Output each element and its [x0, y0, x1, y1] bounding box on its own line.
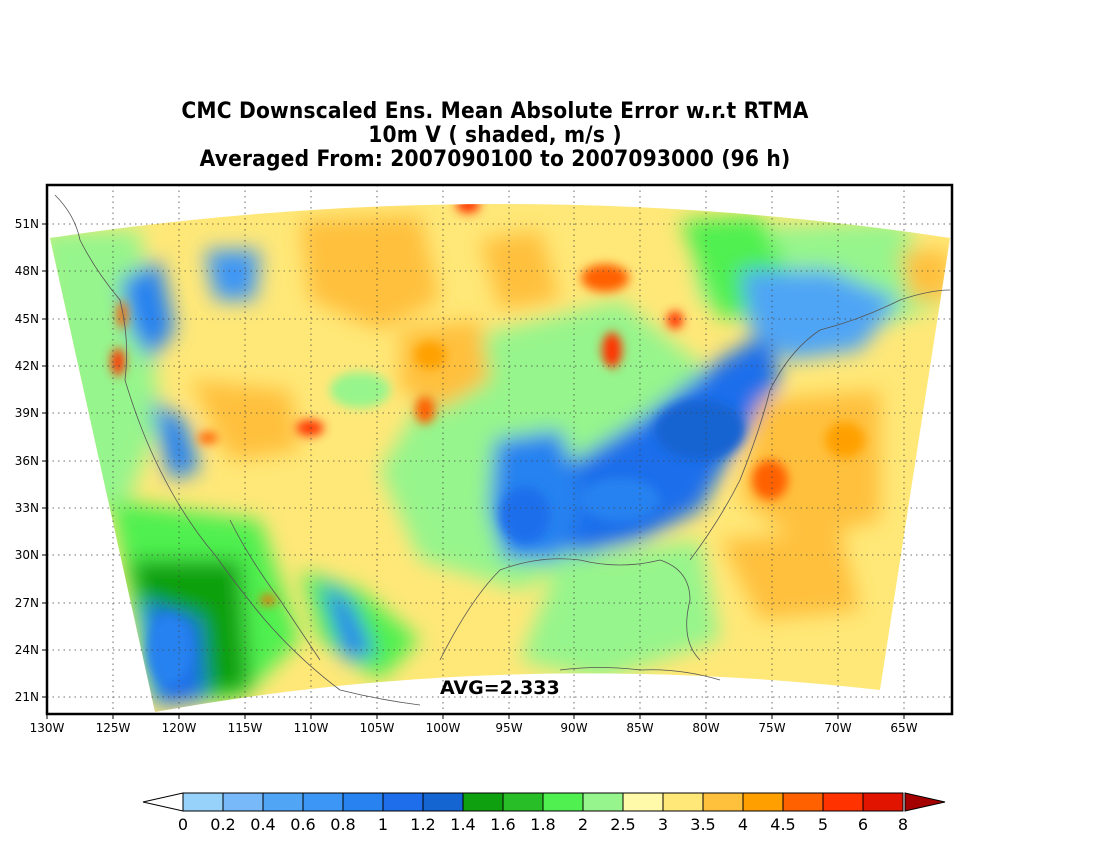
- lon-label: 120W: [162, 721, 197, 735]
- colorbar-cell: [622, 792, 664, 812]
- lon-label: 70W: [824, 721, 851, 735]
- title-line-1: CMC Downscaled Ens. Mean Absolute Error …: [181, 99, 809, 124]
- colorbar-label: 1.2: [410, 815, 435, 834]
- title-line-2: 10m V ( shaded, m/s ): [368, 123, 622, 148]
- colorbar-label: 0: [178, 815, 188, 834]
- lat-label: 21N: [15, 690, 39, 704]
- plot-frame: [45, 183, 954, 716]
- colorbar-label: 6: [858, 815, 868, 834]
- lat-label: 27N: [15, 596, 39, 610]
- lon-label: 65W: [890, 721, 917, 735]
- lat-label: 39N: [15, 406, 39, 420]
- lon-label: 85W: [626, 721, 653, 735]
- longitude-labels: 130W 125W 120W 115W 110W 105W 100W 95W 9…: [30, 721, 918, 735]
- lon-label: 125W: [96, 721, 131, 735]
- lon-label: 80W: [692, 721, 719, 735]
- lon-label: 75W: [758, 721, 785, 735]
- lon-label: 115W: [228, 721, 263, 735]
- title-line-3: Averaged From: 2007090100 to 2007093000 …: [199, 147, 791, 172]
- lon-label: 110W: [294, 721, 329, 735]
- lat-label: 45N: [15, 312, 39, 326]
- colorbar-label: 1: [378, 815, 388, 834]
- colorbar-label: 3: [658, 815, 668, 834]
- colorbar-cell: [702, 792, 744, 812]
- lon-label: 90W: [560, 721, 587, 735]
- colorbar-label: 0.8: [330, 815, 355, 834]
- baja-coastline: [229, 519, 321, 661]
- colorbar-label: 2.5: [610, 815, 635, 834]
- colorbar-cell: [662, 792, 704, 812]
- lat-label: 36N: [15, 454, 39, 468]
- colorbar-label: 0.4: [250, 815, 275, 834]
- axis-ticks: [42, 223, 905, 719]
- gulf-coastline: [439, 558, 701, 661]
- colorbar-cell: [302, 792, 344, 812]
- colorbar-label: 1.8: [530, 815, 555, 834]
- colorbar-label: 4: [738, 815, 748, 834]
- colorbar-cell: [182, 792, 224, 812]
- lon-label: 100W: [426, 721, 461, 735]
- colorbar-label: 2: [578, 815, 588, 834]
- lat-label: 33N: [15, 501, 39, 515]
- colorbar-cell: [782, 792, 824, 812]
- lat-label: 51N: [15, 217, 39, 231]
- colorbar-label: 0.2: [210, 815, 235, 834]
- colorbar-cell: [262, 792, 304, 812]
- colorbar-cell: [342, 792, 384, 812]
- colorbar-cell: [582, 792, 624, 812]
- colorbar-cell: [542, 792, 584, 812]
- lon-label: 130W: [30, 721, 65, 735]
- lon-label: 105W: [360, 721, 395, 735]
- pacific-coastline: [54, 194, 421, 706]
- colorbar-label: 4.5: [770, 815, 795, 834]
- colorbar-label: 5: [818, 815, 828, 834]
- colorbar-cell: [822, 792, 864, 812]
- colorbar: 0 0.2 0.4 0.6 0.8 1 1.2 1.4 1.6 1.8 2 2.5 3 3.5 4 4.5 5 6…: [142, 792, 946, 834]
- colorbar-label: 8: [898, 815, 908, 834]
- colorbar-cell: [462, 792, 504, 812]
- colorbar-cell: [862, 792, 904, 812]
- colorbar-cell: [422, 792, 464, 812]
- chart-title: CMC Downscaled Ens. Mean Absolute Error …: [0, 100, 990, 172]
- grid-lines: [47, 185, 952, 714]
- field-patches-small: [111, 204, 865, 685]
- colorbar-cell: [742, 792, 784, 812]
- colorbar-label: 1.4: [450, 815, 475, 834]
- lat-label: 30N: [15, 548, 39, 562]
- lat-label: 48N: [15, 264, 39, 278]
- atlantic-coastline: [689, 289, 951, 561]
- colorbar-label: 0.6: [290, 815, 315, 834]
- lat-label: 24N: [15, 643, 39, 657]
- colorbar-label: 1.6: [490, 815, 515, 834]
- colorbar-cell: [222, 792, 264, 812]
- colorbar-high-arrow: [904, 792, 946, 812]
- colorbar-cell: [382, 792, 424, 812]
- colorbar-cell: [502, 792, 544, 812]
- latitude-labels: 51N 48N 45N 42N 39N 36N 33N 30N 27N 24N …: [15, 217, 39, 704]
- avg-annotation: AVG=2.333: [440, 677, 560, 699]
- colorbar-label: 3.5: [690, 815, 715, 834]
- shaded-field: [50, 204, 950, 712]
- colorbar-low-arrow: [142, 792, 184, 812]
- lon-label: 95W: [495, 721, 522, 735]
- lat-label: 42N: [15, 359, 39, 373]
